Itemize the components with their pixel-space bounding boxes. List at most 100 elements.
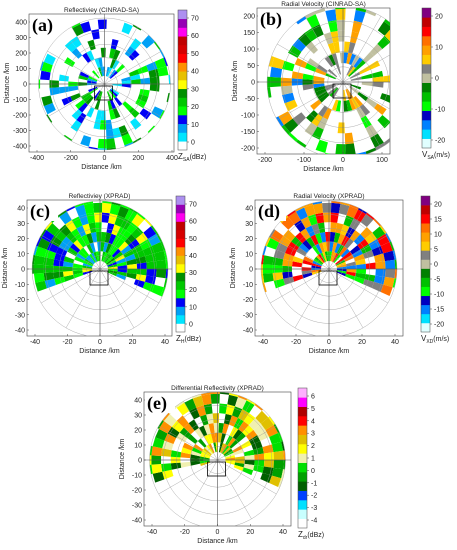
echo-patch bbox=[237, 395, 248, 401]
echo-patch bbox=[73, 239, 84, 250]
echo-patch bbox=[62, 261, 74, 268]
echo-patch bbox=[262, 272, 274, 283]
azimuth-line bbox=[342, 54, 390, 83]
colorbar-tick-label: 70 bbox=[189, 202, 197, 209]
echo-patch bbox=[269, 433, 282, 445]
echo-patch bbox=[233, 464, 244, 472]
echo-patch bbox=[333, 41, 340, 54]
echo-patch bbox=[88, 222, 97, 233]
colorbar-label: ZH(dBz) bbox=[176, 334, 201, 345]
echo-patch bbox=[301, 270, 312, 275]
colorbar-tick-label: 30 bbox=[189, 270, 197, 277]
echo-patch bbox=[281, 124, 291, 135]
echo-patch bbox=[242, 467, 254, 476]
colorbar-segment bbox=[422, 45, 431, 55]
echo-patch bbox=[109, 58, 117, 69]
echo-patch bbox=[357, 238, 369, 250]
echo-patch bbox=[271, 467, 284, 479]
echo-patch bbox=[325, 9, 337, 22]
echo-patch bbox=[330, 251, 335, 262]
echo-patch bbox=[325, 73, 336, 80]
echo-patch bbox=[271, 441, 284, 453]
echo-patch bbox=[88, 86, 98, 93]
echo-patch bbox=[156, 269, 167, 279]
colorbar-tick-label: 2 bbox=[311, 443, 315, 450]
echo-patch bbox=[375, 261, 386, 269]
y-axis-label: Distance /km bbox=[232, 61, 239, 102]
echo-patch bbox=[145, 253, 157, 263]
colorbar-segment bbox=[422, 82, 431, 93]
echo-patch bbox=[154, 250, 166, 262]
panel: -40 -20 0 20 40 40 30 20 10 0 -10 -20 -30 -40 Distance… bbox=[2, 193, 201, 355]
label-bg bbox=[30, 15, 60, 35]
echo-patch bbox=[107, 266, 118, 269]
azimuth-line bbox=[328, 234, 388, 270]
azimuth-line bbox=[183, 401, 218, 461]
echo-patch bbox=[75, 252, 86, 261]
y-tick-label: 30 bbox=[134, 413, 142, 420]
echo-patch bbox=[253, 423, 266, 436]
echo-patch bbox=[296, 247, 307, 257]
echo-patch bbox=[368, 60, 381, 70]
echo-patch bbox=[311, 269, 322, 273]
colorbar-tick-label: 40 bbox=[191, 69, 199, 76]
echo-patch bbox=[389, 241, 395, 251]
echo-patch bbox=[243, 449, 255, 457]
echo-patch bbox=[159, 110, 165, 119]
y-tick-label: -200 bbox=[13, 113, 27, 120]
panel-label: (b) bbox=[260, 9, 282, 30]
y-tick-label: 300 bbox=[15, 35, 27, 42]
echo-patch bbox=[41, 61, 53, 73]
echo-patch bbox=[33, 245, 38, 256]
colorbar-segment bbox=[298, 509, 307, 519]
echo-patch bbox=[234, 396, 247, 410]
echo-patch bbox=[194, 427, 204, 439]
echo-patch bbox=[41, 95, 53, 107]
echo-patch bbox=[213, 442, 217, 453]
echo-patch bbox=[350, 245, 361, 255]
echo-patch bbox=[130, 117, 142, 130]
echo-patch bbox=[94, 57, 101, 68]
echo-patch bbox=[75, 204, 87, 217]
echo-patch bbox=[306, 41, 319, 54]
x-tick-label: -200 bbox=[258, 157, 272, 164]
echo-patch bbox=[147, 125, 156, 134]
echo-patch bbox=[311, 24, 324, 38]
y-tick-label: 50 bbox=[247, 63, 255, 70]
echo-patch bbox=[357, 91, 369, 102]
echo-patch bbox=[346, 261, 357, 267]
echo-patch bbox=[271, 56, 285, 70]
azimuth-line bbox=[342, 81, 382, 148]
panel-label: (c) bbox=[30, 201, 50, 222]
echo-patch bbox=[254, 453, 265, 460]
echo-patch bbox=[370, 43, 383, 56]
echo-patch bbox=[251, 440, 263, 450]
colorbar-segment bbox=[178, 115, 187, 125]
azimuth-line bbox=[342, 81, 390, 110]
y-tick-label: -100 bbox=[241, 113, 255, 120]
echo-patch bbox=[46, 114, 53, 123]
echo-patch bbox=[66, 232, 78, 244]
echo-patch bbox=[345, 143, 356, 154]
colorbar-tick-label: 0 bbox=[435, 76, 439, 83]
y-tick-label: -40 bbox=[243, 328, 253, 335]
echo-patch bbox=[124, 234, 136, 246]
echo-patch bbox=[365, 147, 377, 154]
echo-patch bbox=[340, 248, 351, 258]
colorbar-segment bbox=[422, 120, 431, 130]
echo-patch bbox=[86, 232, 94, 244]
echo-patch bbox=[294, 57, 308, 69]
echo-patch bbox=[268, 229, 276, 238]
y-tick-label: 200 bbox=[15, 51, 27, 58]
echo-patch bbox=[253, 447, 264, 455]
echo-patch bbox=[291, 261, 303, 268]
echo-patch bbox=[193, 443, 204, 452]
echo-patch bbox=[262, 255, 274, 266]
azimuth-line bbox=[217, 459, 252, 519]
echo-patch bbox=[181, 447, 192, 455]
colorbar-subscript: SA bbox=[427, 155, 434, 161]
y-tick-label: -30 bbox=[132, 503, 142, 510]
echo-patch bbox=[278, 111, 293, 125]
y-axis-label: Distance /km bbox=[119, 439, 126, 480]
y-tick-label: -10 bbox=[15, 282, 25, 289]
